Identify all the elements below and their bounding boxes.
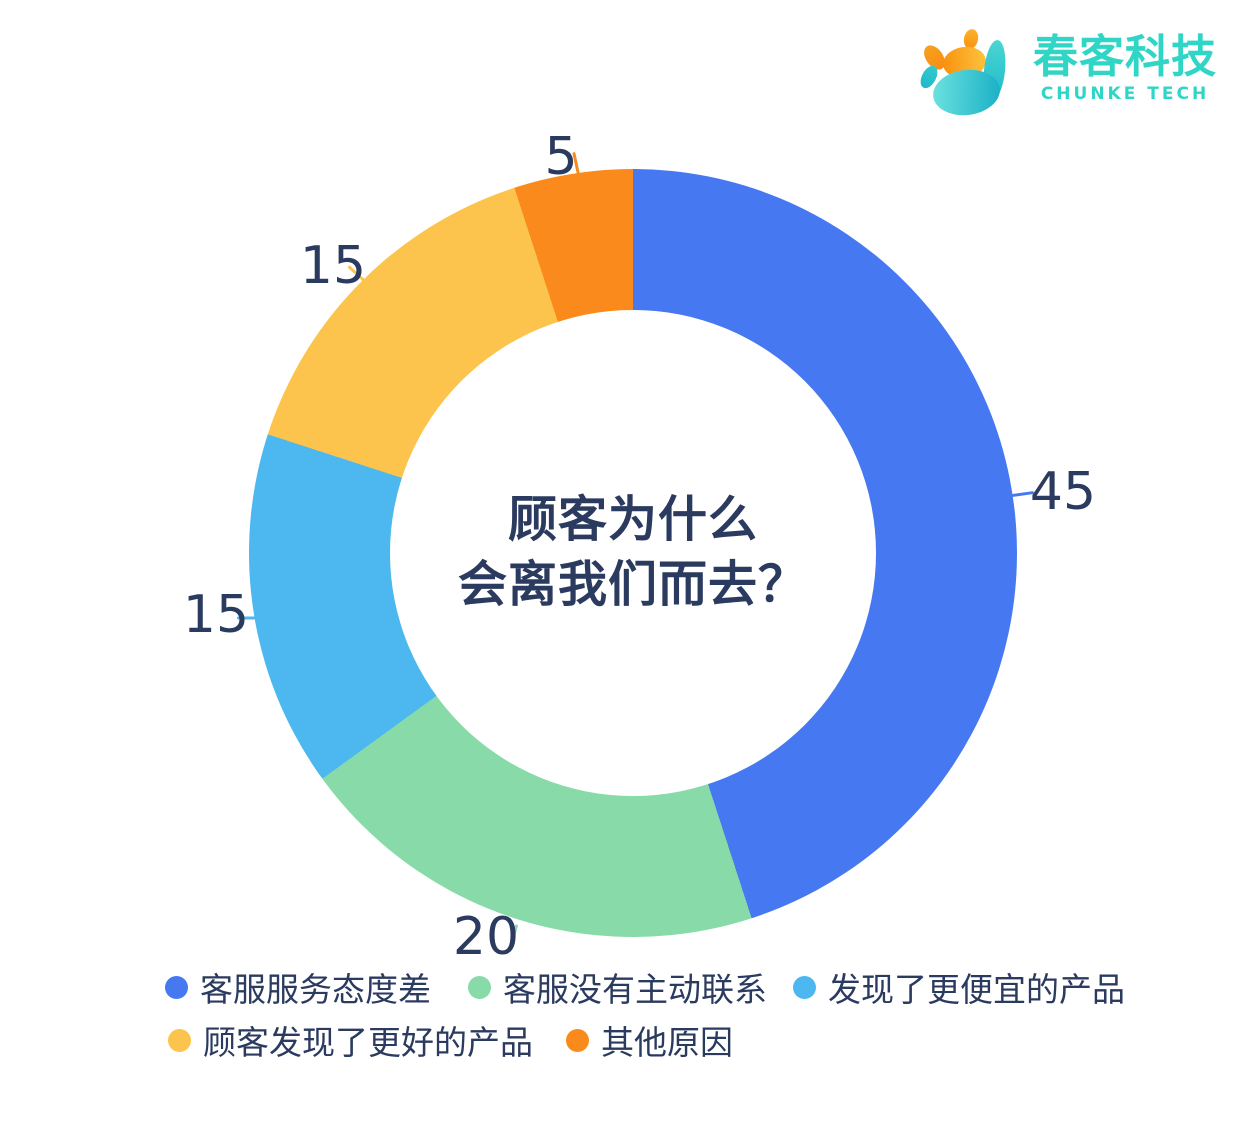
brand-logo-icon <box>917 26 1014 119</box>
legend-label-better-product: 顾客发现了更好的产品 <box>203 1023 533 1062</box>
brand-name-en: CHUNKE TECH <box>1040 83 1210 104</box>
legend-dot-other <box>566 1028 589 1052</box>
chart-title-line-1: 顾客为什么 <box>507 491 758 549</box>
legend-label-no-contact: 客服没有主动联系 <box>503 970 767 1009</box>
legend-dot-better-product <box>168 1028 191 1052</box>
legend-label-other: 其他原因 <box>601 1023 733 1062</box>
brand-name-zh: 春客科技 <box>1032 30 1217 83</box>
legend-item-poor-service: 客服服务态度差 <box>165 969 431 1009</box>
chart-title-line-2: 会离我们而去？ <box>457 556 808 613</box>
brand-wordmark: 春客科技 CHUNKE TECH <box>1018 32 1232 104</box>
value-label-other: 5 <box>544 127 578 187</box>
legend-label-poor-service: 客服服务态度差 <box>200 970 431 1009</box>
legend-item-better-product: 顾客发现了更好的产品 <box>168 1022 533 1062</box>
donut-hole: 顾客为什么 会离我们而去？ <box>390 310 876 796</box>
legend-label-cheaper-product: 发现了更便宜的产品 <box>828 970 1125 1009</box>
legend-item-other: 其他原因 <box>566 1022 733 1062</box>
legend-dot-cheaper-product <box>793 975 816 999</box>
chart-title: 顾客为什么 会离我们而去？ <box>458 488 808 617</box>
legend-dot-poor-service <box>165 975 188 999</box>
value-label-cheaper-product: 15 <box>182 585 250 645</box>
value-label-no-contact: 20 <box>452 907 520 967</box>
value-label-better-product: 15 <box>299 236 367 296</box>
brand-logo: 春客科技 CHUNKE TECH <box>915 24 1235 120</box>
value-label-poor-service: 45 <box>1029 462 1097 522</box>
leader-line-cheaper-product <box>237 616 257 620</box>
legend-item-no-contact: 客服没有主动联系 <box>468 969 767 1009</box>
legend-dot-no-contact <box>468 975 491 999</box>
legend-item-cheaper-product: 发现了更便宜的产品 <box>793 969 1125 1009</box>
